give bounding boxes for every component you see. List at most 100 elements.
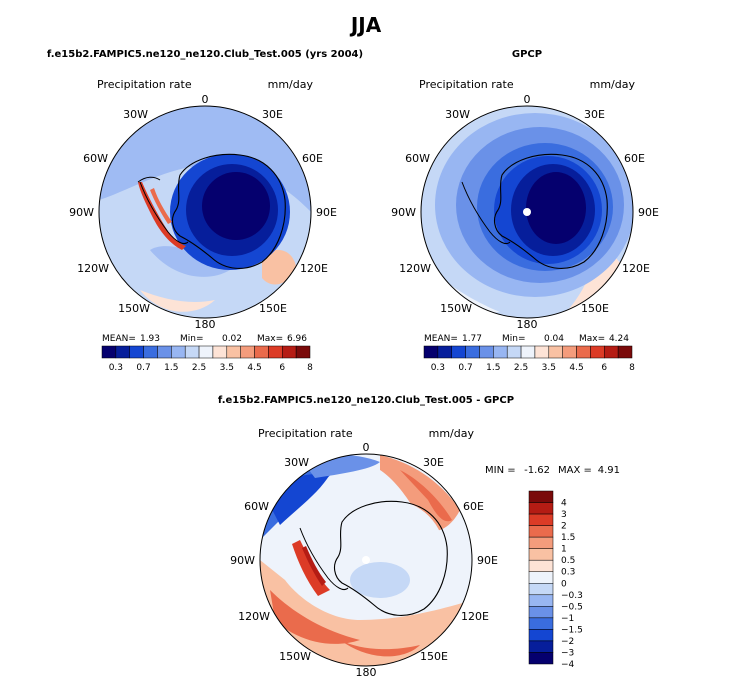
colorbar-swatch — [212, 345, 228, 359]
svg-text:MAX =: MAX = — [558, 465, 592, 476]
svg-text:60W: 60W — [405, 152, 430, 165]
colorbar-swatch — [528, 536, 554, 549]
svg-text:Max=: Max= — [257, 334, 283, 344]
svg-text:4.91: 4.91 — [598, 465, 620, 476]
colorbar-swatch — [451, 345, 466, 359]
colorbar-swatch — [295, 345, 311, 359]
colorbar-swatch — [528, 640, 554, 653]
colorbar-swatch — [465, 345, 480, 359]
colorbar-tick-label: 2.5 — [192, 363, 206, 373]
panel-difference-stats: MIN = -1.62 MAX = 4.91 — [485, 465, 620, 476]
svg-text:90E: 90E — [638, 206, 659, 219]
panel-gpcp-stats: MEAN= 1.77 Min= 0.04 Max= 4.24 — [424, 334, 629, 344]
svg-text:60W: 60W — [83, 152, 108, 165]
svg-text:180: 180 — [517, 318, 538, 331]
colorbar-swatch — [528, 571, 554, 584]
panel-gpcp: GPCP Precipitation rate mm/day 0 30E 60E… — [391, 49, 659, 373]
svg-text:Max=: Max= — [579, 334, 605, 344]
svg-text:0: 0 — [524, 93, 531, 106]
svg-text:30E: 30E — [423, 456, 444, 469]
colorbar-swatch — [254, 345, 269, 359]
colorbar-tick-label: 1.5 — [486, 363, 500, 373]
panel-difference-colorbar: 43 21.5 10.5 0.30 −0.3−0.5 −1−1.5 −2−3 −4 — [528, 490, 583, 670]
colorbar-tick-label: 1.5 — [164, 363, 178, 373]
colorbar-tick-label: 0.3 — [431, 363, 445, 373]
svg-text:30W: 30W — [284, 456, 309, 469]
colorbar-tick-label: −1 — [561, 614, 574, 624]
svg-text:90E: 90E — [477, 554, 498, 567]
svg-text:Min=: Min= — [180, 334, 204, 344]
colorbar-swatch — [171, 345, 186, 359]
svg-text:150E: 150E — [259, 302, 287, 315]
colorbar-tick-label: 0 — [561, 579, 567, 589]
colorbar-swatch — [528, 513, 554, 526]
panel-gpcp-title: GPCP — [512, 49, 542, 60]
panel-gpcp-lon-labels: 0 30E 60E 90E 120E 150E 180 150W 120W 90… — [391, 93, 659, 331]
svg-text:120W: 120W — [238, 610, 270, 623]
colorbar-tick-label: −2 — [561, 637, 574, 647]
svg-text:0.02: 0.02 — [222, 334, 242, 344]
colorbar-swatch — [528, 652, 554, 665]
svg-text:150W: 150W — [279, 650, 311, 663]
colorbar-tick-label: 0.7 — [458, 363, 472, 373]
panel-model: f.e15b2.FAMPIC5.ne120_ne120.Club_Test.00… — [47, 49, 363, 373]
panel-model-map — [99, 106, 311, 318]
panel-model-units: mm/day — [268, 78, 314, 91]
colorbar-swatch — [226, 345, 241, 359]
colorbar-swatch — [115, 345, 130, 359]
colorbar-swatch — [548, 345, 563, 359]
colorbar-swatch — [143, 345, 158, 359]
colorbar-tick-label: 0.5 — [561, 556, 575, 566]
colorbar-tick-label: 4.5 — [247, 363, 261, 373]
svg-text:120E: 120E — [300, 262, 328, 275]
colorbar-swatch — [528, 525, 554, 538]
panel-model-title: f.e15b2.FAMPIC5.ne120_ne120.Club_Test.00… — [47, 49, 363, 60]
svg-text:0: 0 — [202, 93, 209, 106]
svg-text:180: 180 — [356, 666, 377, 679]
colorbar-swatch — [528, 629, 554, 642]
panel-model-stats: MEAN= 1.93 Min= 0.02 Max= 6.96 — [102, 334, 307, 344]
colorbar-swatch — [528, 502, 554, 515]
svg-text:60E: 60E — [463, 500, 484, 513]
colorbar-swatch — [493, 345, 508, 359]
colorbar-swatch — [520, 345, 536, 359]
colorbar-tick-label: −3 — [561, 648, 574, 658]
colorbar-tick-label: 0.3 — [561, 568, 575, 578]
panel-gpcp-variable: Precipitation rate — [419, 78, 514, 91]
svg-text:30E: 30E — [262, 108, 283, 121]
colorbar-swatch — [528, 548, 554, 561]
colorbar-swatch — [528, 583, 554, 596]
colorbar-swatch — [157, 345, 172, 359]
colorbar-swatch — [101, 345, 117, 359]
colorbar-tick-label: 4.5 — [569, 363, 583, 373]
colorbar-swatch — [617, 345, 633, 359]
svg-text:120W: 120W — [399, 262, 431, 275]
svg-text:150W: 150W — [118, 302, 150, 315]
colorbar-tick-label: 1 — [561, 545, 567, 555]
panel-model-lon-labels: 0 30E 60E 90E 120E 150E 180 150W 120W 90… — [69, 93, 337, 331]
panel-difference-map — [260, 454, 472, 666]
svg-text:120E: 120E — [622, 262, 650, 275]
svg-text:180: 180 — [195, 318, 216, 331]
colorbar-swatch — [198, 345, 214, 359]
colorbar-tick-label: −0.3 — [561, 591, 583, 601]
colorbar-swatch — [604, 345, 619, 359]
svg-text:90E: 90E — [316, 206, 337, 219]
panel-difference-title: f.e15b2.FAMPIC5.ne120_ne120.Club_Test.00… — [218, 395, 514, 406]
colorbar-swatch — [268, 345, 283, 359]
colorbar-tick-label: 3 — [561, 510, 567, 520]
panel-difference-lon-labels: 0 30E 60E 90E 120E 150E 180 150W 120W 90… — [230, 441, 498, 679]
svg-text:120W: 120W — [77, 262, 109, 275]
svg-text:-1.62: -1.62 — [524, 465, 550, 476]
colorbar-swatch — [506, 345, 522, 359]
colorbar-tick-label: 6 — [601, 363, 607, 373]
colorbar-tick-label: 2.5 — [514, 363, 528, 373]
svg-text:60E: 60E — [624, 152, 645, 165]
svg-text:90W: 90W — [69, 206, 94, 219]
svg-text:90W: 90W — [230, 554, 255, 567]
panel-model-variable: Precipitation rate — [97, 78, 192, 91]
svg-text:120E: 120E — [461, 610, 489, 623]
panel-difference: f.e15b2.FAMPIC5.ne120_ne120.Club_Test.00… — [218, 395, 620, 679]
svg-text:MEAN=: MEAN= — [102, 334, 136, 344]
